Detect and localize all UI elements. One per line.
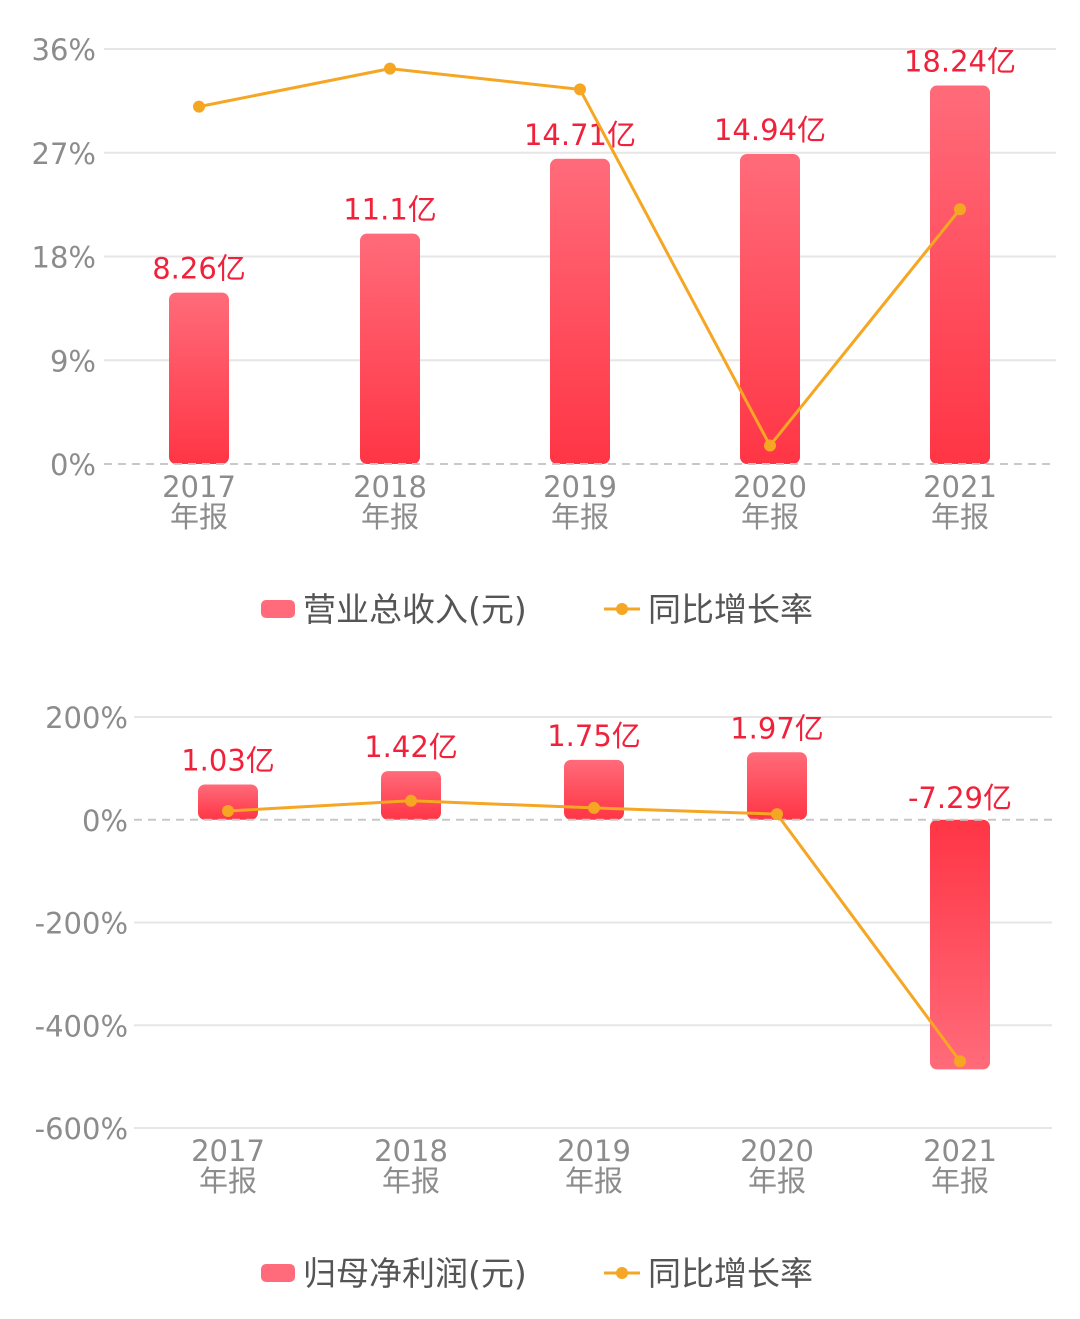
y-tick-label: 18% <box>32 241 96 275</box>
y-tick-label: 200% <box>45 701 128 735</box>
bar <box>930 819 990 1070</box>
legend-bar-label: 归母净利润(元) <box>303 1254 527 1293</box>
bar-value-label: 1.75亿 <box>547 719 641 753</box>
bar <box>747 752 807 820</box>
bar-value-label: 14.94亿 <box>714 113 826 147</box>
legend-bar-swatch <box>261 600 295 618</box>
growth-point <box>405 794 417 807</box>
x-tick-year: 2019 <box>557 1134 631 1168</box>
growth-point <box>574 83 586 96</box>
x-tick-label: 年报 <box>741 500 799 534</box>
bar-value-label: 1.97亿 <box>730 711 824 745</box>
bar-value-label: 8.26亿 <box>152 252 246 286</box>
bar-value-label: 14.71亿 <box>524 118 636 152</box>
bar-value-label: 1.42亿 <box>364 730 458 764</box>
growth-line <box>227 799 962 1063</box>
bar-value-label: -7.29亿 <box>908 781 1012 815</box>
x-tick-label: 年报 <box>748 1164 806 1198</box>
y-tick-label: -200% <box>35 907 128 941</box>
x-tick-label: 年报 <box>382 1164 440 1198</box>
x-tick-year: 2019 <box>543 470 617 504</box>
bar <box>550 158 610 464</box>
growth-point <box>588 801 600 814</box>
y-tick-label: 0% <box>82 804 128 838</box>
x-tick-label: 年报 <box>931 500 989 534</box>
legend-line-marker <box>616 1267 628 1279</box>
legend-line-label: 同比增长率 <box>648 590 813 629</box>
x-tick-label: 年报 <box>565 1164 623 1198</box>
bar <box>930 85 990 465</box>
x-tick-label: 年报 <box>199 1164 257 1198</box>
x-tick-label: 年报 <box>931 1164 989 1198</box>
bar-value-label: 18.24亿 <box>904 45 1016 79</box>
x-tick-year: 2020 <box>740 1134 814 1168</box>
x-tick-year: 2021 <box>923 1134 997 1168</box>
legend: 归母净利润(元) 同比增长率 <box>261 1254 813 1293</box>
legend-bar-label: 营业总收入(元) <box>303 590 527 629</box>
y-tick-label: -400% <box>35 1009 128 1043</box>
x-tick-label: 年报 <box>170 500 228 534</box>
legend: 营业总收入(元) 同比增长率 <box>261 590 813 629</box>
y-tick-label: -600% <box>35 1112 128 1146</box>
x-tick-year: 2021 <box>923 470 997 504</box>
chart-2: 200% 0% -200% -400% -600% 1.03亿 1.42亿 1.75亿 1.97… <box>35 701 1052 1293</box>
x-tick-year: 2018 <box>374 1134 448 1168</box>
growth-point <box>764 439 776 452</box>
bar <box>169 292 229 464</box>
growth-point <box>954 203 966 216</box>
x-tick-year: 2017 <box>191 1134 265 1168</box>
legend-line-marker <box>616 603 628 615</box>
y-tick-label: 0% <box>50 448 96 482</box>
y-tick-label: 36% <box>32 33 96 67</box>
legend-line-label: 同比增长率 <box>648 1254 813 1293</box>
x-tick-year: 2020 <box>733 470 807 504</box>
bar <box>740 153 800 464</box>
growth-point <box>954 1055 966 1068</box>
y-tick-label: 27% <box>32 137 96 171</box>
y-tick-label: 9% <box>50 344 96 378</box>
bar <box>360 233 420 464</box>
x-tick-label: 年报 <box>361 500 419 534</box>
x-tick-label: 年报 <box>551 500 609 534</box>
growth-point <box>193 100 205 113</box>
legend-bar-swatch <box>261 1264 295 1282</box>
growth-point <box>384 62 396 75</box>
bar-value-label: 1.03亿 <box>181 743 275 777</box>
bar-value-label: 11.1亿 <box>343 193 437 227</box>
x-tick-year: 2018 <box>353 470 427 504</box>
chart-1: 36% 27% 18% 9% 0% 8.26亿 11.1亿 14.71亿 14.94亿 18.24… <box>32 33 1056 629</box>
x-tick-year: 2017 <box>162 470 236 504</box>
growth-point <box>771 808 783 821</box>
bar <box>564 759 624 820</box>
growth-point <box>222 805 234 818</box>
